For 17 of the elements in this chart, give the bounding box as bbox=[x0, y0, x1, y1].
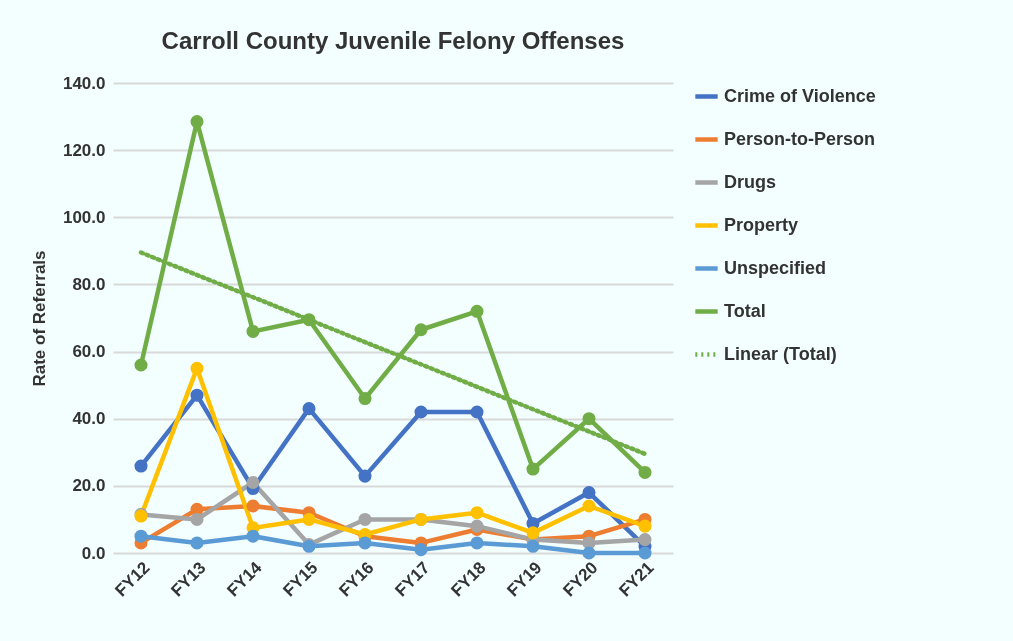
chart-title: Carroll County Juvenile Felony Offenses bbox=[161, 27, 625, 54]
y-tick-label: 40.0 bbox=[72, 409, 106, 429]
y-tick-label: 100.0 bbox=[62, 207, 106, 227]
y-tick-label: 0.0 bbox=[81, 543, 106, 563]
y-tick-label: 20.0 bbox=[72, 476, 106, 496]
y-tick-label: 140.0 bbox=[62, 73, 106, 93]
y-tick-label: 120.0 bbox=[62, 140, 106, 160]
legend-label: Property bbox=[724, 214, 799, 235]
legend-label: Total bbox=[724, 300, 766, 321]
y-axis-title: Rate of Referrals bbox=[29, 250, 49, 387]
legend-label: Crime of Violence bbox=[724, 85, 876, 106]
legend-label: Person-to-Person bbox=[724, 128, 876, 149]
legend-label: Unspecified bbox=[724, 257, 827, 278]
legend-label: Drugs bbox=[724, 171, 777, 192]
y-tick-label: 60.0 bbox=[72, 342, 106, 362]
y-tick-label: 80.0 bbox=[72, 274, 106, 294]
legend-label: Linear (Total) bbox=[724, 343, 837, 364]
